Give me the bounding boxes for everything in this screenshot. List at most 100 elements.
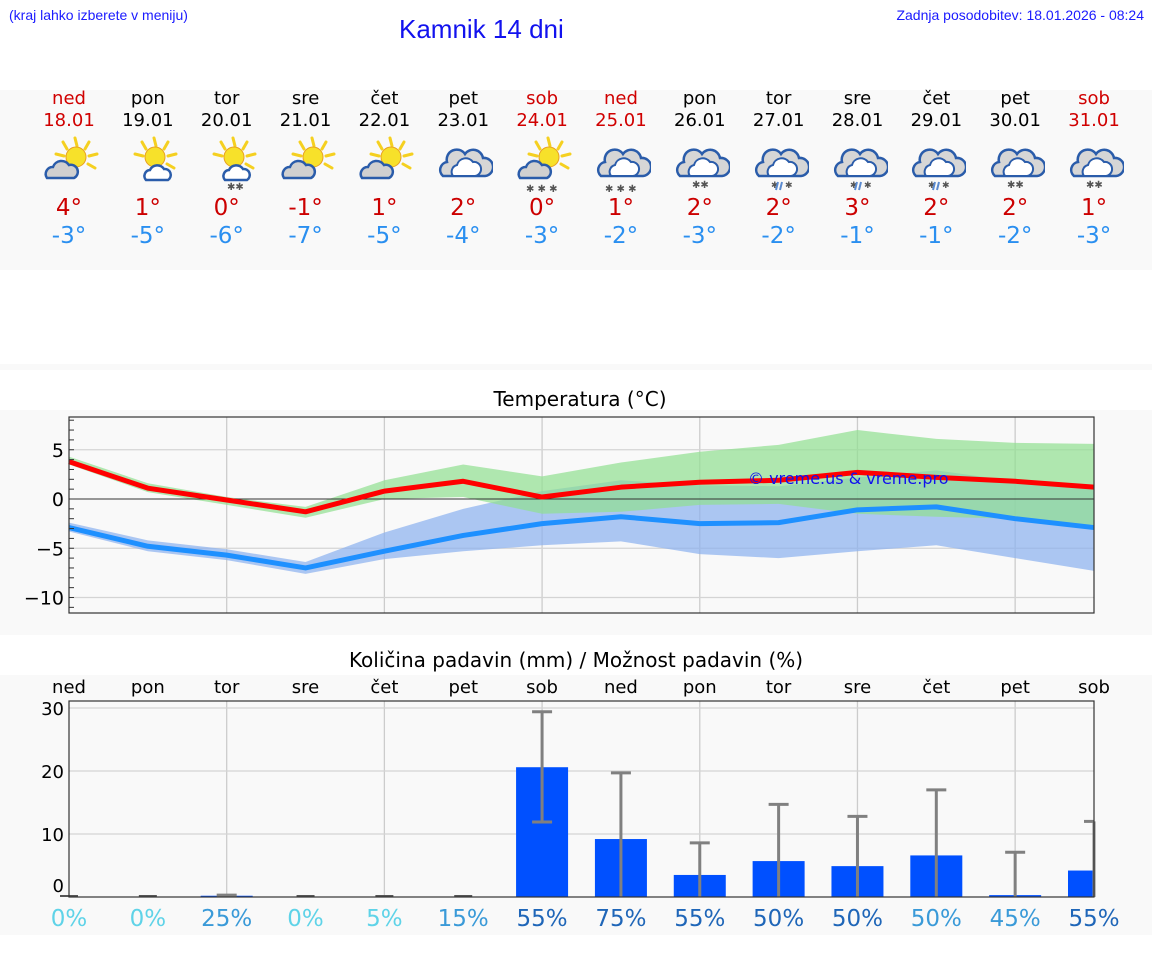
svg-text:✱✱: ✱✱ bbox=[227, 182, 244, 192]
day-forecast: sre 28.01 ✱ ✱ 3° -1° bbox=[818, 88, 898, 250]
day-date: 24.01 bbox=[516, 110, 568, 131]
precip-probability: 50% bbox=[832, 906, 883, 932]
svg-text:✱: ✱ bbox=[785, 181, 793, 191]
day-date: 18.01 bbox=[43, 110, 95, 131]
svg-text:pet: pet bbox=[448, 677, 478, 698]
svg-text:5: 5 bbox=[52, 440, 64, 462]
precipitation-chart: ned pon tor sre čet pet sob ned pon tor sre čet pet s… bbox=[41, 677, 1119, 932]
svg-text:20: 20 bbox=[41, 762, 64, 783]
max-temperature: -1° bbox=[288, 195, 323, 221]
day-name: tor bbox=[213, 88, 240, 109]
min-temperature: -2° bbox=[603, 223, 639, 249]
min-temperature: -7° bbox=[288, 223, 323, 249]
max-temperature: 3° bbox=[844, 195, 871, 221]
svg-text:−10: −10 bbox=[24, 588, 64, 610]
svg-text:ned: ned bbox=[604, 677, 638, 698]
svg-text:0: 0 bbox=[52, 489, 64, 511]
day-date: 22.01 bbox=[358, 110, 411, 131]
day-date: 19.01 bbox=[122, 110, 174, 131]
day-name: sre bbox=[843, 88, 872, 109]
day-name: pet bbox=[1000, 88, 1030, 109]
min-temperature: -5° bbox=[130, 223, 166, 249]
day-forecast: sob 31.01 ✱✱ 1° -3° bbox=[1054, 88, 1134, 250]
min-temperature: -4° bbox=[446, 223, 481, 249]
min-temperature: -1° bbox=[840, 223, 875, 249]
watermark: © vreme.us & vreme.pro bbox=[748, 469, 949, 488]
svg-text:sre: sre bbox=[292, 677, 319, 698]
precip-probability: 0% bbox=[51, 906, 88, 932]
max-temperature: 2° bbox=[923, 195, 950, 221]
svg-text:✱: ✱ bbox=[771, 181, 779, 191]
svg-text:✱✱: ✱✱ bbox=[1007, 180, 1024, 191]
max-temperature: 0° bbox=[213, 195, 240, 221]
svg-text:✱: ✱ bbox=[942, 181, 950, 191]
day-date: 31.01 bbox=[1068, 110, 1120, 131]
sun-cloud-icon bbox=[276, 136, 336, 192]
precip-probability: 75% bbox=[595, 906, 646, 932]
overcast-light-snow-icon: ✱✱ bbox=[670, 136, 732, 192]
page-title: Kamnik 14 dni bbox=[399, 14, 564, 44]
svg-text:sre: sre bbox=[844, 677, 871, 698]
overcast-sleet-icon: ✱ ✱ bbox=[906, 136, 968, 192]
precip-probability: 50% bbox=[753, 906, 804, 932]
day-name: pon bbox=[130, 88, 165, 109]
day-date: 20.01 bbox=[200, 110, 253, 131]
precip-probability: 0% bbox=[287, 906, 324, 932]
day-name: sre bbox=[291, 88, 320, 109]
day-name: sob bbox=[1078, 88, 1110, 109]
svg-text:sob: sob bbox=[1078, 677, 1110, 698]
day-forecast: tor 20.01 ✱✱ 0° -6° bbox=[187, 88, 267, 250]
precip-probability: 55% bbox=[1068, 906, 1119, 932]
day-forecast: pon 26.01 ✱✱ 2° -3° bbox=[660, 88, 740, 250]
overcast-light-snow-icon: ✱✱ bbox=[1064, 136, 1126, 192]
precip-probability: 25% bbox=[201, 906, 252, 932]
temperature-chart: © vreme.us & vreme.pro 5 0 −5 −10 bbox=[24, 416, 1095, 614]
precip-probability: 55% bbox=[674, 906, 725, 932]
max-temperature: 0° bbox=[529, 195, 556, 221]
svg-text:tor: tor bbox=[214, 677, 240, 698]
svg-text:sob: sob bbox=[526, 677, 558, 698]
min-temperature: -3° bbox=[682, 223, 718, 249]
svg-text:✱: ✱ bbox=[850, 181, 858, 191]
svg-text:✱ ✱ ✱: ✱ ✱ ✱ bbox=[605, 184, 637, 192]
day-forecast: ned 18.01 4° -3° bbox=[29, 88, 109, 250]
svg-text:pon: pon bbox=[683, 677, 717, 698]
day-date: 28.01 bbox=[831, 110, 884, 131]
day-forecast: tor 27.01 ✱ ✱ 2° -2° bbox=[739, 88, 819, 250]
location-hint[interactable]: (kraj lahko izberete v meniju) bbox=[9, 7, 188, 23]
min-temperature: -1° bbox=[919, 223, 954, 249]
min-temperature: -2° bbox=[761, 223, 796, 249]
min-temperature: -3° bbox=[1076, 223, 1112, 249]
day-name: pet bbox=[448, 88, 479, 109]
svg-text:✱: ✱ bbox=[928, 181, 936, 191]
svg-text:−5: −5 bbox=[36, 538, 64, 560]
sun-light-cloud-icon bbox=[118, 136, 178, 192]
precip-probability: 45% bbox=[990, 906, 1041, 932]
day-name: sob bbox=[526, 88, 558, 109]
day-date: 21.01 bbox=[279, 110, 332, 131]
sun-cloud-icon bbox=[354, 136, 414, 192]
day-date: 26.01 bbox=[674, 110, 726, 131]
day-name: tor bbox=[765, 88, 792, 109]
svg-text:0: 0 bbox=[53, 876, 64, 897]
svg-text:ned: ned bbox=[52, 677, 86, 698]
min-temperature: -2° bbox=[997, 223, 1033, 249]
svg-text:čet: čet bbox=[370, 677, 398, 698]
precipitation-chart-title: Količina padavin (mm) / Možnost padavin … bbox=[348, 648, 804, 672]
overcast-sleet-icon: ✱ ✱ bbox=[828, 136, 889, 192]
svg-text:✱✱: ✱✱ bbox=[1086, 180, 1103, 191]
day-date: 30.01 bbox=[989, 110, 1041, 131]
day-name: pon bbox=[682, 88, 717, 109]
spacer-panel bbox=[0, 364, 1152, 370]
day-date: 27.01 bbox=[752, 110, 805, 131]
svg-text:✱: ✱ bbox=[864, 181, 872, 191]
max-temperature: 1° bbox=[371, 195, 398, 221]
precip-probability: 50% bbox=[911, 906, 962, 932]
overcast-snow-icon: ✱ ✱ ✱ bbox=[591, 136, 653, 195]
day-forecast: pet 23.01 2° -4° bbox=[423, 88, 503, 250]
day-name: ned bbox=[52, 88, 86, 109]
day-name: čet bbox=[370, 88, 399, 109]
precip-probability: 15% bbox=[438, 906, 489, 932]
svg-text:30: 30 bbox=[41, 699, 64, 720]
max-temperature: 2° bbox=[1002, 195, 1029, 221]
